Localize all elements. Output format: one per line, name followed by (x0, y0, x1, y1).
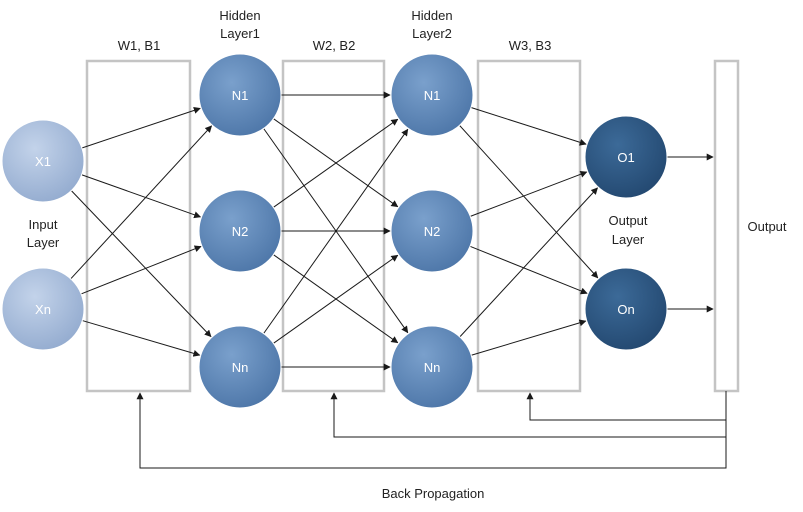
connection-w2-1-0 (273, 118, 399, 208)
weight-box-3 (476, 59, 582, 393)
input-node-label-1: Xn (35, 302, 51, 317)
connection-w2-2-0 (263, 128, 409, 334)
hidden-layer1-label-line1: Hidden (219, 8, 260, 23)
connection-w3-2-0 (459, 187, 598, 338)
connection-w1-0-2 (70, 190, 212, 338)
weight-label-2: W2, B2 (313, 38, 356, 53)
hidden2-node-1 (390, 189, 474, 273)
connection-w3-1-0 (470, 170, 588, 217)
hidden-layer1-label-line2: Layer1 (220, 26, 260, 41)
connection-w3-1-1 (469, 245, 588, 295)
weight-box-2 (281, 59, 386, 393)
connection-w1-1-1 (80, 245, 202, 295)
input-node-0 (1, 119, 85, 203)
output-node-label-1: On (617, 302, 634, 317)
hidden1-node-0 (198, 53, 282, 137)
output-node-label-0: O1 (617, 150, 634, 165)
weight-label-1: W1, B1 (118, 38, 161, 53)
back-propagation-lines (136, 391, 727, 469)
output-layer-label-line2: Layer (612, 232, 645, 247)
hidden-layer2-label-line1: Hidden (411, 8, 452, 23)
weight-box-1 (85, 59, 192, 393)
output-node-0 (584, 115, 668, 199)
output-box (713, 59, 740, 393)
hidden2-node-2 (390, 325, 474, 409)
hidden2-node-label-2: Nn (424, 360, 441, 375)
output-layer-label-line1: Output (608, 213, 647, 228)
connection-w3-0-0 (470, 107, 587, 146)
connections (70, 91, 714, 371)
hidden-layer2-label-line2: Layer2 (412, 26, 452, 41)
nodes: X1 Xn N1 N2 Nn N1 N2 Nn O1 On (1, 53, 668, 409)
input-node-label-0: X1 (35, 154, 51, 169)
connection-w3-2-1 (471, 319, 587, 356)
back-propagation-label: Back Propagation (382, 486, 485, 501)
weight-label-3: W3, B3 (509, 38, 552, 53)
connection-w1-0-1 (81, 174, 202, 219)
hidden1-node-label-2: Nn (232, 360, 249, 375)
output-label: Output (747, 219, 786, 234)
hidden2-node-label-1: N2 (424, 224, 441, 239)
connection-w1-0-0 (81, 107, 201, 149)
connection-w2-2-1 (273, 254, 399, 344)
input-layer-label-line2: Layer (27, 235, 60, 250)
hidden1-node-label-0: N1 (232, 88, 249, 103)
input-node-1 (1, 267, 85, 351)
connection-w3-0-1 (459, 125, 599, 279)
connection-w1-1-2 (82, 320, 201, 357)
hidden2-node-0 (390, 53, 474, 137)
hidden1-node-1 (198, 189, 282, 273)
hidden1-node-2 (198, 325, 282, 409)
hidden2-node-label-0: N1 (424, 88, 441, 103)
hidden1-node-label-1: N2 (232, 224, 249, 239)
connection-w1-1-0 (70, 125, 213, 280)
output-node-1 (584, 267, 668, 351)
input-layer-label-line1: Input (29, 217, 58, 232)
